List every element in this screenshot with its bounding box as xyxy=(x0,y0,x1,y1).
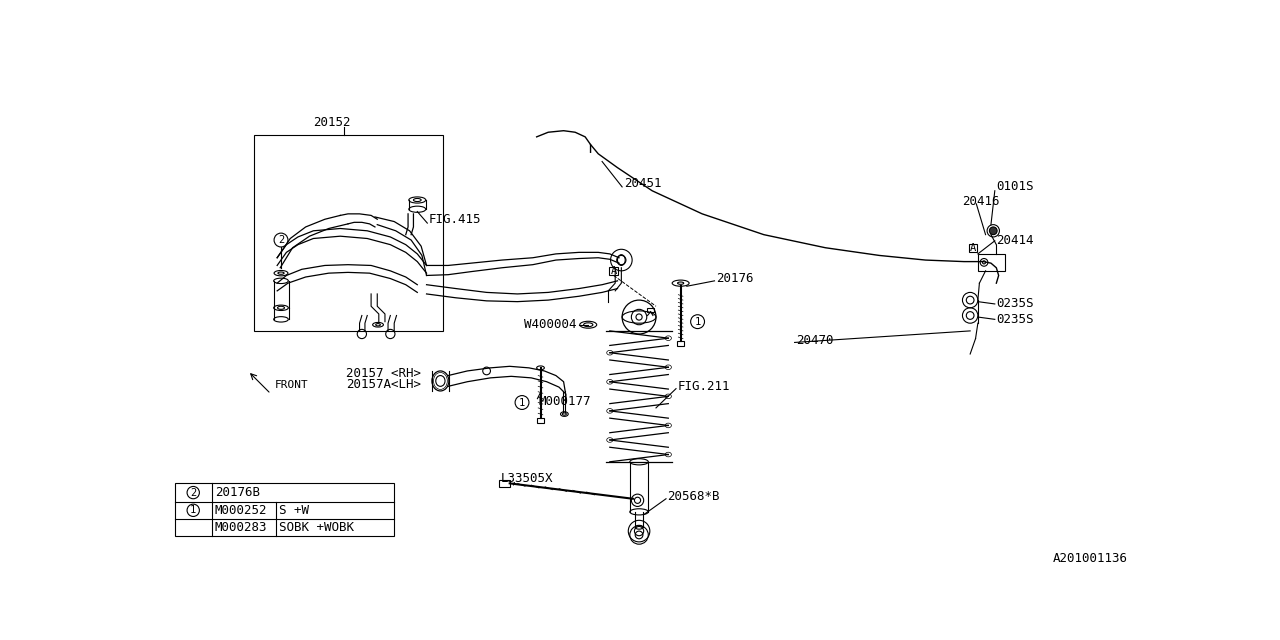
Text: 20470: 20470 xyxy=(796,333,833,347)
Text: 2: 2 xyxy=(278,235,284,245)
Bar xyxy=(646,308,654,312)
Text: 20451: 20451 xyxy=(623,177,662,189)
Text: M000283: M000283 xyxy=(215,521,268,534)
Text: FIG.415: FIG.415 xyxy=(429,212,481,226)
Text: 20414: 20414 xyxy=(996,234,1034,247)
Text: A: A xyxy=(611,266,617,276)
Text: 20416: 20416 xyxy=(963,195,1000,208)
Text: M000252: M000252 xyxy=(215,504,268,517)
Text: 20157 <RH>: 20157 <RH> xyxy=(347,367,421,380)
Text: A201001136: A201001136 xyxy=(1052,552,1128,564)
Text: 1: 1 xyxy=(695,317,700,326)
Text: W400004: W400004 xyxy=(524,318,576,332)
Text: SOBK +WOBK: SOBK +WOBK xyxy=(279,521,355,534)
Circle shape xyxy=(989,227,997,235)
Text: 0235S: 0235S xyxy=(996,313,1034,326)
Text: 0101S: 0101S xyxy=(996,180,1034,193)
Text: 1: 1 xyxy=(191,506,196,515)
Bar xyxy=(677,341,685,346)
Text: FRONT: FRONT xyxy=(275,380,308,390)
Bar xyxy=(969,243,978,252)
Text: L33505X: L33505X xyxy=(500,472,553,485)
Text: 20568*B: 20568*B xyxy=(668,490,721,503)
Text: S +W: S +W xyxy=(279,504,310,517)
Bar xyxy=(175,483,394,536)
Text: 20176B: 20176B xyxy=(215,486,260,499)
Bar xyxy=(536,418,544,423)
Text: 1: 1 xyxy=(518,397,525,408)
Bar xyxy=(978,254,1005,271)
Text: 20176: 20176 xyxy=(716,272,754,285)
Text: 20157A<LH>: 20157A<LH> xyxy=(347,378,421,391)
Text: 2: 2 xyxy=(191,488,196,498)
Text: A: A xyxy=(970,243,977,253)
Bar xyxy=(253,134,443,331)
Text: FIG.211: FIG.211 xyxy=(677,380,730,393)
Text: M000177: M000177 xyxy=(539,396,591,408)
Bar xyxy=(499,479,509,487)
Bar xyxy=(609,267,618,275)
Text: 20152: 20152 xyxy=(314,116,351,129)
Text: 0235S: 0235S xyxy=(996,298,1034,310)
